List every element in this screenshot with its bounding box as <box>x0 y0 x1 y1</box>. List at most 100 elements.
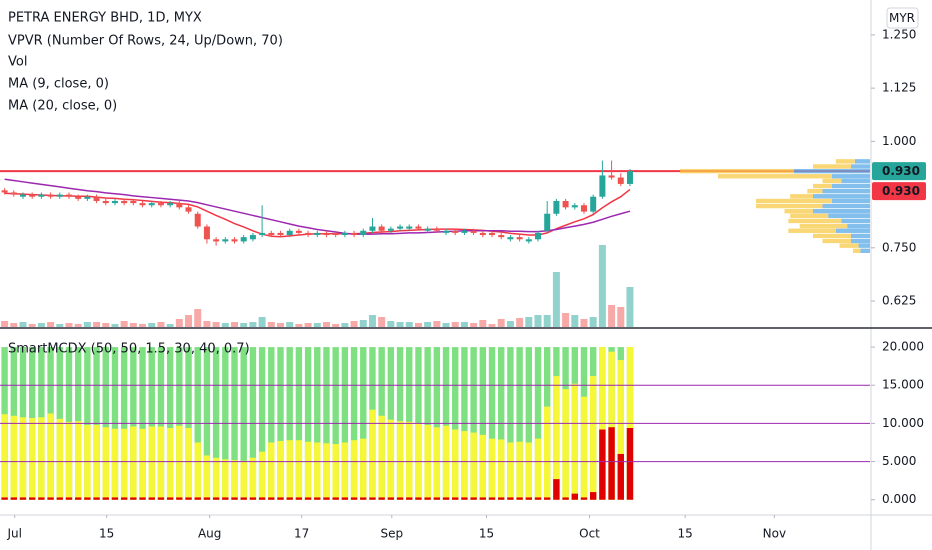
candle-body <box>433 228 440 231</box>
volume-bar <box>19 322 27 327</box>
vpvr-up <box>847 223 870 229</box>
indicator-bar <box>498 497 505 500</box>
candle-body <box>259 232 266 236</box>
indicator-bar <box>314 442 321 500</box>
volume-bar <box>488 324 496 327</box>
volume-bar <box>111 324 119 327</box>
volume-bar <box>212 322 220 327</box>
indicator-bar <box>589 376 597 500</box>
currency-box[interactable] <box>886 7 919 29</box>
y-tick-label: 20.000 <box>882 340 924 354</box>
indicator-bar <box>148 497 155 500</box>
indicator-bar <box>203 455 211 500</box>
indicator-bar <box>47 497 54 500</box>
indicator-bar <box>415 497 422 500</box>
candle-body <box>167 203 174 206</box>
indicator-bar <box>479 497 487 500</box>
indicator-bar <box>332 497 339 500</box>
volume-bar <box>598 245 606 327</box>
indicator-bar <box>130 497 137 500</box>
candle-body <box>617 177 624 184</box>
indicator-bar <box>56 418 63 500</box>
vpvr-up <box>832 174 870 179</box>
vpvr-up <box>794 168 870 174</box>
volume-bar <box>433 321 441 327</box>
volume-bar <box>185 315 193 327</box>
indicator-bar <box>571 383 578 500</box>
legend-entry: MA (9, close, 0) <box>8 77 109 92</box>
volume-bar <box>37 323 45 327</box>
volume-bar <box>451 322 459 327</box>
candle-body <box>544 213 551 231</box>
vpvr-down <box>790 194 813 199</box>
volume-bar <box>10 323 18 327</box>
indicator-bar <box>74 497 82 500</box>
volume-bar <box>479 320 487 327</box>
candle-body <box>277 232 284 236</box>
indicator-bar <box>580 396 588 500</box>
indicator-bar <box>148 426 155 500</box>
vpvr-up <box>860 248 870 253</box>
indicator-bar <box>111 428 119 500</box>
candle-body <box>332 232 339 236</box>
volume-bar <box>552 272 560 327</box>
indicator-bar <box>396 421 404 500</box>
candle-body <box>176 203 183 208</box>
volume-bar <box>240 323 248 327</box>
volume-bar <box>589 317 597 327</box>
volume-bar <box>65 323 73 327</box>
volume-bar <box>313 323 321 327</box>
volume-bar <box>148 323 156 327</box>
candle-body <box>571 205 578 208</box>
y-tick-label: 5.000 <box>882 454 916 468</box>
vpvr-down <box>813 233 851 239</box>
indicator-bar <box>111 497 119 500</box>
indicator-bar <box>1 497 8 500</box>
indicator-title: SmartMCDX (50, 50, 1.5, 30, 40, 0.7) <box>8 342 250 357</box>
indicator-bar <box>553 376 560 500</box>
volume-bar <box>194 309 202 327</box>
volume-bar <box>295 324 303 327</box>
volume-bar <box>543 315 551 327</box>
vpvr-up <box>813 194 870 199</box>
volume-bar <box>129 323 137 327</box>
candle-body <box>626 171 633 184</box>
volume-bar <box>258 317 266 327</box>
candle-body <box>249 235 256 240</box>
vpvr-down <box>822 238 851 244</box>
indicator-bar <box>268 442 275 500</box>
indicator-bar <box>553 479 560 500</box>
indicator-bar <box>258 497 266 500</box>
candle-body <box>351 232 358 236</box>
indicator-bar <box>120 428 128 500</box>
volume-bar <box>562 313 570 327</box>
indicator-bar <box>589 492 597 500</box>
indicator-bar <box>65 421 73 500</box>
indicator-bar <box>203 497 211 500</box>
candle-body <box>29 194 36 197</box>
candle-body <box>268 232 275 236</box>
indicator-bar <box>65 497 73 500</box>
volume-bar <box>286 322 294 327</box>
candle-body <box>341 232 348 236</box>
volume-bar <box>608 305 616 327</box>
volume-bar <box>332 324 340 327</box>
indicator-bar <box>38 417 45 500</box>
candle-body <box>470 230 477 233</box>
indicator-bar <box>617 360 624 500</box>
indicator-bar <box>479 434 487 500</box>
candle-body <box>378 226 385 231</box>
candle-body <box>139 203 146 206</box>
candle-body <box>240 237 247 242</box>
candle-body <box>19 194 26 197</box>
candle-body <box>369 226 376 231</box>
indicator-bar <box>295 440 303 500</box>
volume-bar <box>506 321 514 327</box>
indicator-bar <box>406 497 413 500</box>
x-tick-label: 17 <box>294 527 309 541</box>
indicator-bar <box>249 457 257 500</box>
candle-body <box>295 230 302 233</box>
candle-body <box>231 239 238 242</box>
y-tick-label: 15.000 <box>882 378 924 392</box>
